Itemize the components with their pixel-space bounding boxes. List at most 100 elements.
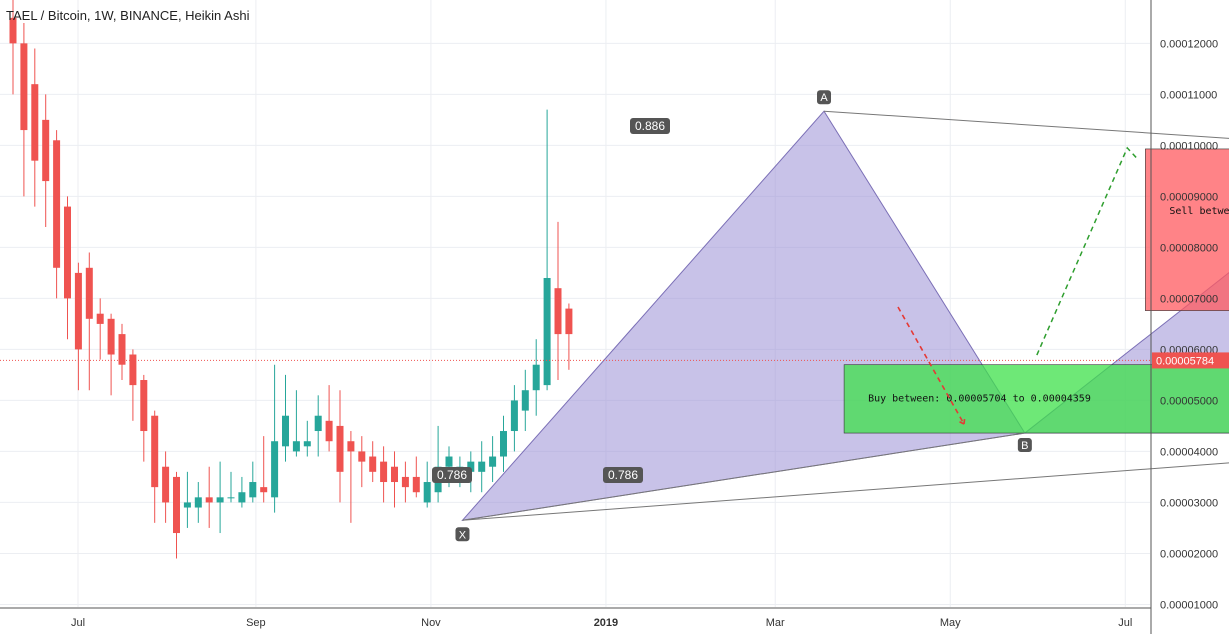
point-badge-x bbox=[455, 527, 470, 542]
candle bbox=[489, 436, 497, 483]
candle bbox=[151, 410, 159, 523]
candle bbox=[521, 369, 529, 432]
candle-body bbox=[129, 354, 137, 386]
y-tick-label: 0.00008000 bbox=[1160, 242, 1218, 254]
y-tick-label: 0.00010000 bbox=[1160, 140, 1218, 152]
candle-body bbox=[391, 466, 398, 483]
candle bbox=[162, 451, 170, 523]
candle bbox=[42, 94, 50, 227]
forecast-up-arrow bbox=[1036, 146, 1138, 356]
y-tick-label: 0.00001000 bbox=[1160, 599, 1218, 611]
candle bbox=[391, 451, 398, 508]
candle bbox=[292, 390, 300, 457]
candle-body bbox=[412, 476, 420, 493]
candle bbox=[227, 471, 235, 503]
candle-body bbox=[53, 140, 61, 268]
point-label-x: X bbox=[459, 529, 467, 541]
point-badge-a bbox=[817, 90, 832, 105]
candle bbox=[500, 415, 507, 472]
y-tick-label: 0.00011000 bbox=[1160, 89, 1217, 101]
candle bbox=[423, 461, 431, 508]
x-tick-label: Sep bbox=[246, 617, 266, 629]
candle-body bbox=[445, 456, 453, 467]
candle bbox=[74, 262, 82, 391]
candle bbox=[554, 221, 562, 381]
candle-body bbox=[336, 425, 344, 472]
y-tick-label: 0.00012000 bbox=[1160, 38, 1218, 50]
candle bbox=[194, 482, 202, 523]
point-label-a: A bbox=[820, 92, 828, 104]
candle-body bbox=[227, 497, 235, 499]
candle bbox=[249, 461, 257, 503]
candle-body bbox=[249, 482, 257, 498]
candle bbox=[478, 441, 486, 493]
candle-body bbox=[347, 441, 355, 452]
ac-line bbox=[823, 110, 1229, 139]
candle bbox=[434, 425, 442, 503]
candle bbox=[380, 446, 388, 503]
candle-body bbox=[140, 380, 148, 432]
candle-body bbox=[96, 313, 104, 324]
harmonic-pattern bbox=[461, 110, 1229, 521]
x-tick-label: Jul bbox=[1118, 617, 1132, 629]
candle bbox=[118, 323, 126, 381]
buy-zone bbox=[843, 364, 1229, 434]
candle-body bbox=[118, 334, 126, 365]
candle-body bbox=[510, 400, 518, 432]
candle-body bbox=[260, 487, 268, 493]
candle-body bbox=[369, 456, 377, 472]
candle bbox=[260, 436, 268, 503]
current-price-badge bbox=[1152, 352, 1229, 369]
chart-title: TAEL / Bitcoin, 1W, BINANCE, Heikin Ashi bbox=[6, 8, 250, 23]
candle-body bbox=[565, 308, 573, 335]
current-price-label: 0.00005784 bbox=[1156, 355, 1214, 367]
ratio-badge bbox=[603, 467, 643, 483]
candle-body bbox=[173, 476, 180, 534]
candle-body bbox=[107, 318, 115, 355]
candle bbox=[347, 431, 355, 523]
y-tick-label: 0.00009000 bbox=[1160, 191, 1218, 203]
candle-body bbox=[205, 497, 213, 503]
xb-line bbox=[462, 432, 1025, 521]
candle bbox=[140, 374, 148, 462]
candle-body bbox=[271, 441, 279, 498]
forecast-down-arrow bbox=[897, 306, 966, 425]
candle bbox=[282, 374, 289, 462]
candle-body bbox=[521, 390, 529, 411]
candle-body bbox=[358, 451, 366, 462]
candle-body bbox=[162, 466, 170, 503]
candle bbox=[238, 476, 246, 508]
candle-body bbox=[282, 415, 289, 447]
ratio-label: 0.786 bbox=[437, 468, 467, 482]
candle bbox=[9, 0, 17, 95]
x-tick-label: 2019 bbox=[594, 617, 618, 629]
candle-body bbox=[423, 482, 431, 503]
candle bbox=[336, 390, 344, 503]
y-tick-label: 0.00005000 bbox=[1160, 395, 1218, 407]
candle bbox=[358, 436, 366, 488]
grid-lines bbox=[0, 0, 1150, 607]
candle-body bbox=[20, 43, 28, 131]
candle-body bbox=[380, 461, 388, 483]
candle-body bbox=[532, 364, 540, 391]
buy-zone-text: Buy between: 0.00005704 to 0.00004359 bbox=[868, 394, 1091, 405]
candle bbox=[107, 313, 115, 396]
y-tick-label: 0.00003000 bbox=[1160, 497, 1218, 509]
candle-body bbox=[9, 17, 17, 44]
x-tick-label: Nov bbox=[421, 617, 441, 629]
candle bbox=[183, 471, 191, 528]
candle bbox=[532, 339, 540, 416]
sell-zone bbox=[1145, 148, 1229, 311]
candle bbox=[510, 385, 518, 452]
candle bbox=[64, 196, 71, 340]
sell-zone-text-line1: Sell between: 0.00006764 to 0.00009932 bbox=[1169, 206, 1229, 217]
candle-body bbox=[314, 415, 322, 432]
candle bbox=[85, 252, 93, 391]
candle-body bbox=[325, 420, 333, 442]
candle-body bbox=[31, 84, 39, 161]
point-badge-b bbox=[1017, 438, 1032, 453]
candle bbox=[271, 364, 279, 513]
